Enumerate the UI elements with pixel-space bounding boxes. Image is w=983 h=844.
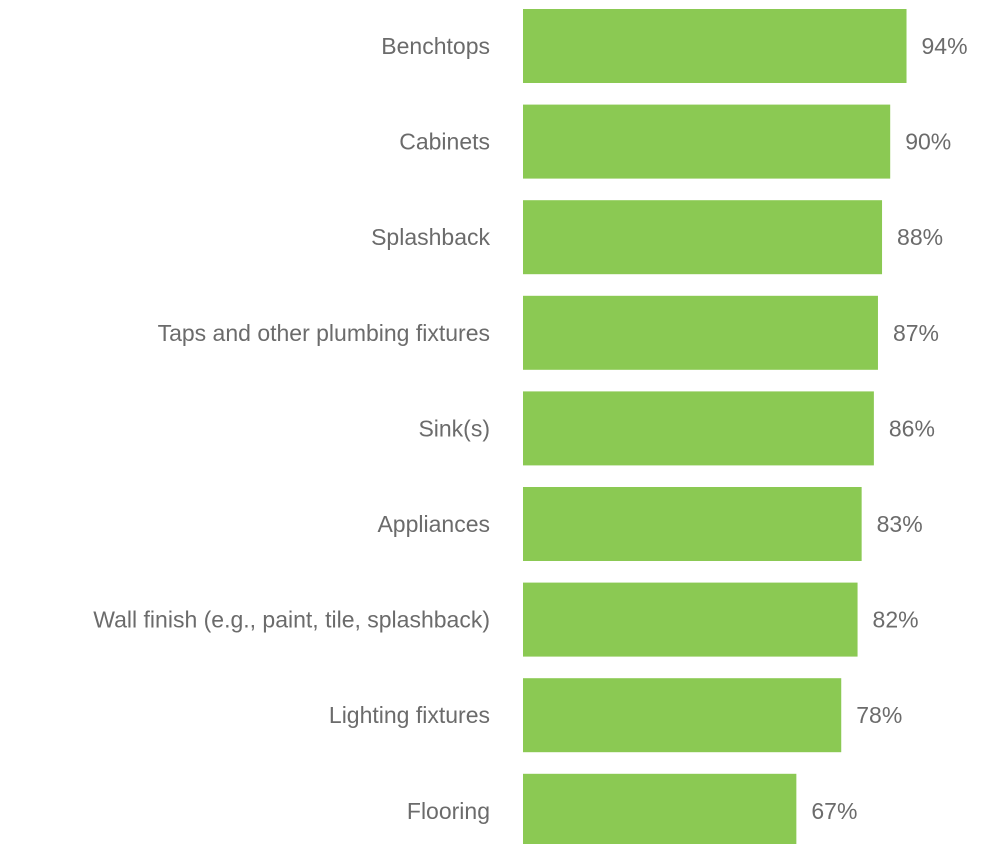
bar	[523, 104, 891, 179]
value-label: 82%	[873, 607, 919, 633]
value-label: 86%	[889, 415, 935, 441]
category-label: Sink(s)	[418, 415, 490, 441]
bar	[523, 9, 907, 83]
category-label: Cabinets	[399, 129, 490, 155]
category-label: Splashback	[371, 224, 490, 250]
bar	[523, 391, 874, 466]
category-label: Benchtops	[381, 33, 490, 59]
value-label: 90%	[905, 129, 951, 155]
value-label: 87%	[893, 320, 939, 346]
bar	[523, 773, 797, 844]
category-label: Appliances	[377, 511, 490, 537]
category-label: Flooring	[407, 798, 490, 824]
bar	[523, 678, 842, 753]
category-label: Wall finish (e.g., paint, tile, splashba…	[93, 607, 490, 633]
value-label: 83%	[877, 511, 923, 537]
value-label: 78%	[856, 702, 902, 728]
category-label: Taps and other plumbing fixtures	[158, 320, 490, 346]
value-label: 67%	[811, 798, 857, 824]
bar	[523, 200, 883, 275]
bar	[523, 582, 858, 657]
category-label: Lighting fixtures	[329, 702, 490, 728]
bar	[523, 487, 862, 561]
bars-group: Benchtops 94% Cabinets 90% Splashback 88% Taps…	[93, 9, 968, 844]
value-label: 88%	[897, 224, 943, 250]
bar	[523, 295, 878, 370]
value-label: 94%	[922, 33, 968, 59]
